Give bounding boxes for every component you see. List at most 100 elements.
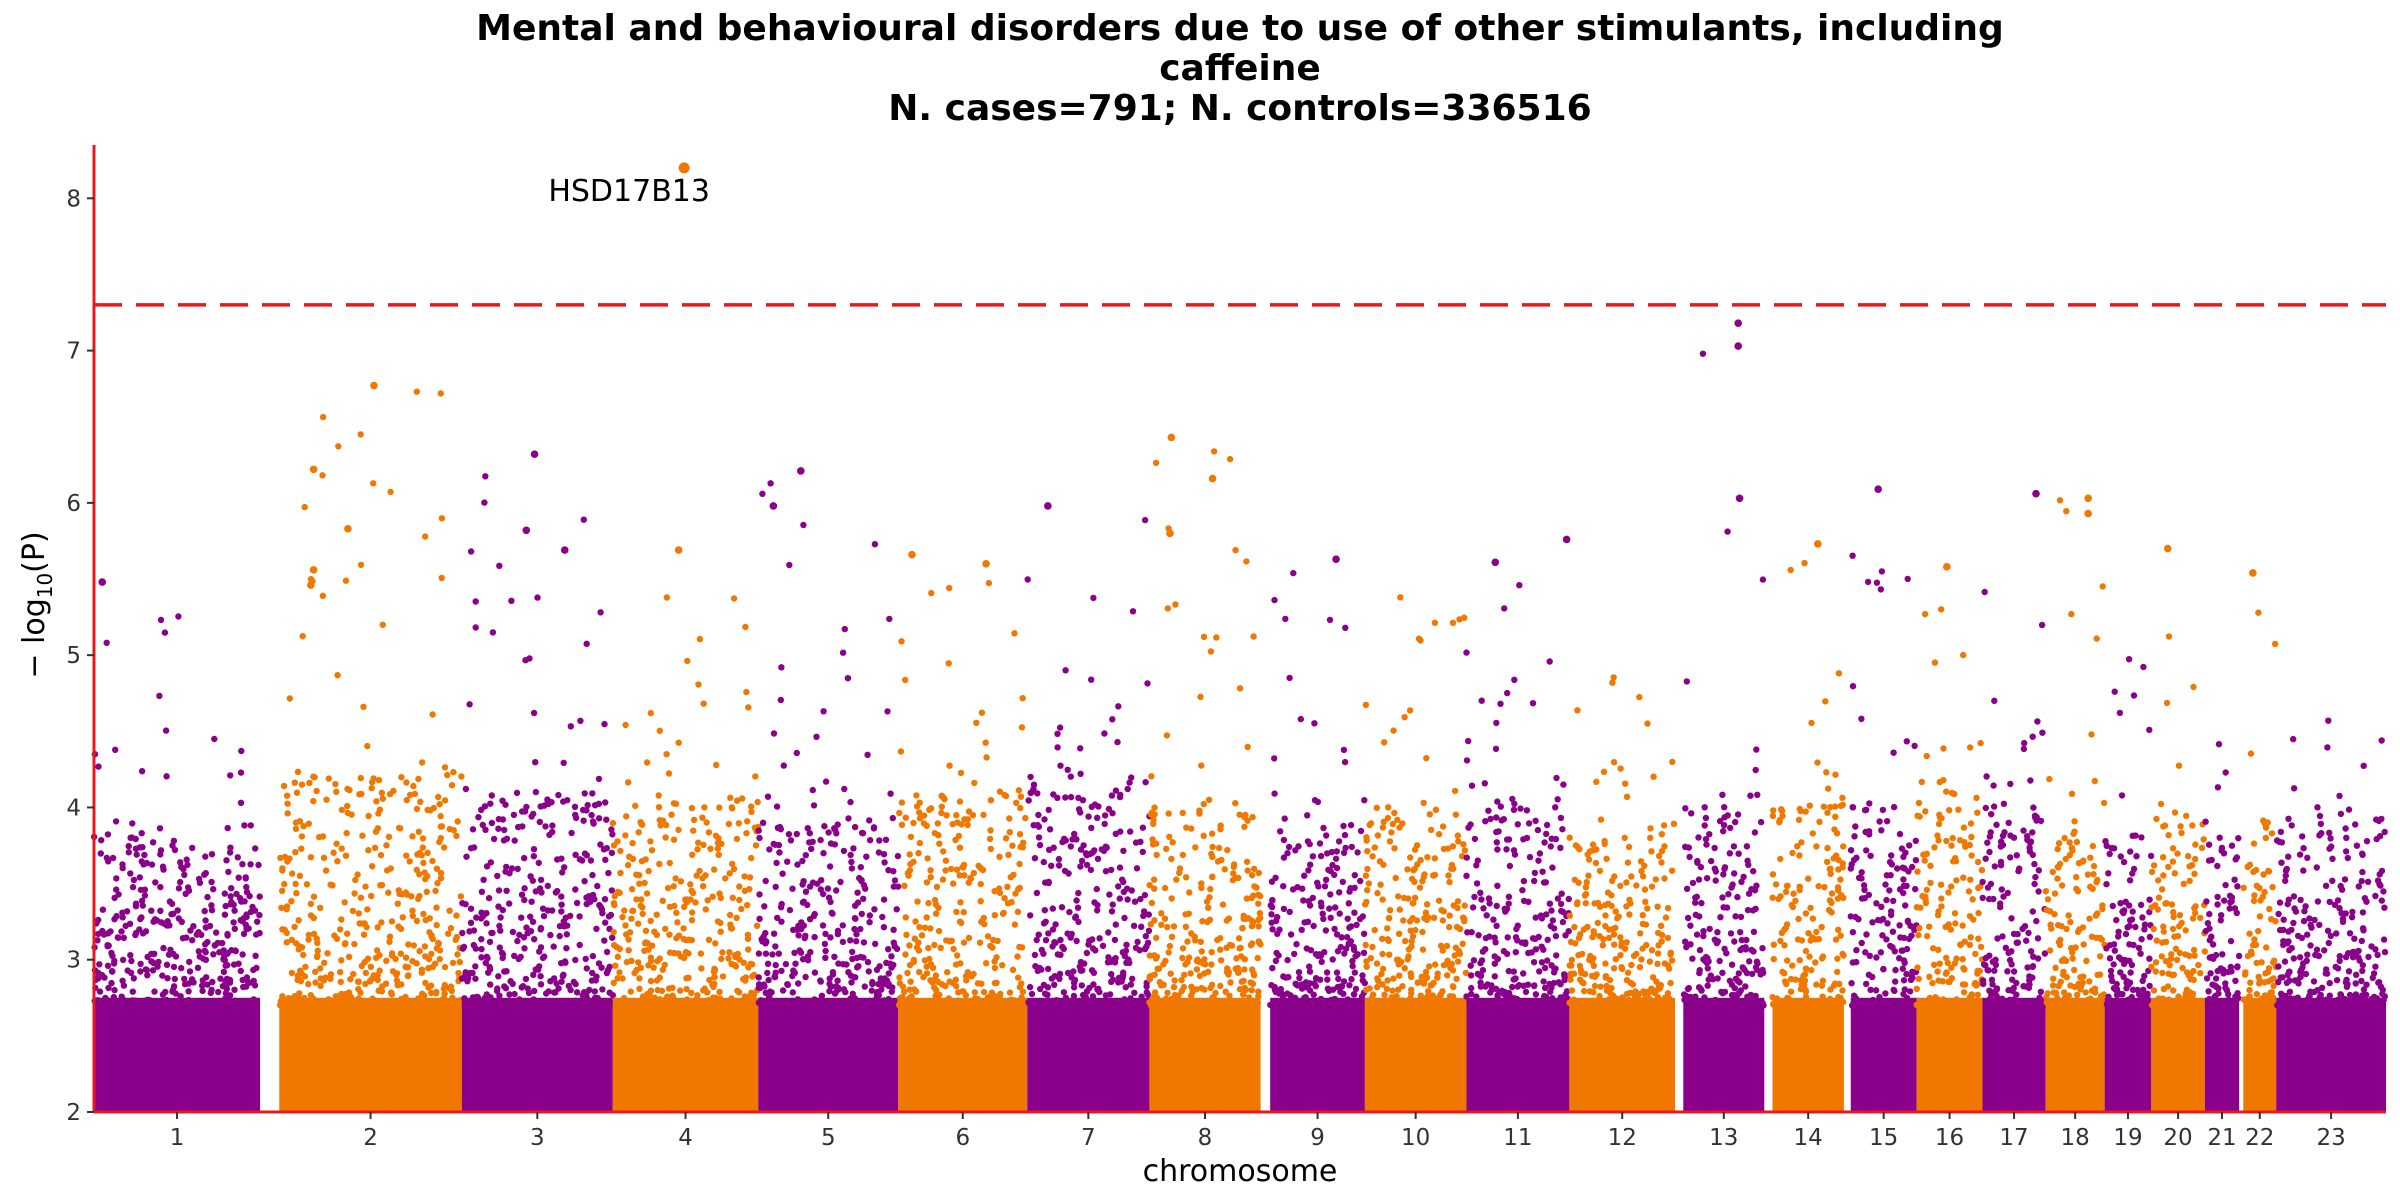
snp-point — [1285, 843, 1293, 851]
snp-point — [1243, 858, 1251, 865]
snp-point — [993, 979, 1000, 986]
snp-point — [881, 859, 888, 866]
snp-point — [2192, 841, 2199, 848]
snp-point — [550, 1002, 557, 1009]
snp-point — [1788, 901, 1796, 909]
snp-point — [1993, 992, 2000, 1000]
snp-point — [1830, 855, 1837, 862]
snp-point — [109, 968, 116, 975]
snp-point — [1109, 901, 1116, 908]
snp-point — [883, 959, 890, 966]
snp-point — [1742, 983, 1749, 990]
snp-point — [1201, 970, 1208, 977]
snp-point — [1323, 969, 1331, 976]
snp-point — [865, 968, 872, 975]
snp-point — [2109, 1002, 2116, 1009]
snp-point — [901, 988, 908, 995]
snp-point — [1550, 925, 1558, 932]
snp-point — [700, 841, 707, 848]
snp-point — [1585, 872, 1592, 879]
snp-point — [321, 959, 328, 966]
snp-point — [110, 993, 118, 1001]
snp-point — [852, 974, 859, 981]
snp-point — [2108, 844, 2115, 852]
snp-point — [177, 993, 184, 1000]
snp-point — [1138, 993, 1145, 1000]
snp-point — [777, 904, 785, 911]
snp-point — [1702, 836, 1710, 843]
snp-point — [1138, 1001, 1145, 1008]
snp-point — [2178, 919, 2185, 927]
snp-point — [2034, 718, 2041, 725]
snp-point — [647, 838, 654, 845]
snp-point — [980, 811, 987, 819]
snp-point — [1226, 455, 1234, 463]
snp-point — [1553, 952, 1560, 959]
chromosome-20-points — [2148, 633, 2208, 1112]
snp-point — [672, 800, 680, 807]
snp-point — [2050, 989, 2058, 996]
snp-point — [921, 1001, 928, 1008]
snp-point — [1419, 998, 1427, 1005]
snp-point — [587, 857, 595, 864]
snp-point — [413, 388, 420, 395]
snp-point — [1377, 881, 1384, 888]
snp-point — [1295, 969, 1303, 976]
snp-point — [532, 788, 540, 796]
snp-point — [1974, 967, 1981, 975]
snp-point — [208, 878, 215, 886]
snp-point — [301, 503, 308, 511]
snp-point — [156, 825, 164, 832]
snp-point — [1923, 850, 1931, 857]
snp-point — [1051, 973, 1059, 980]
snp-point — [1973, 794, 1980, 802]
snp-point — [858, 910, 865, 918]
snp-point — [1769, 994, 1776, 1001]
snp-point — [2146, 726, 2153, 734]
snp-point — [2069, 949, 2076, 956]
snp-point — [1198, 984, 1205, 992]
snp-point — [1241, 814, 1248, 821]
snp-point — [387, 488, 394, 496]
snp-point — [150, 959, 157, 967]
snp-point — [2066, 1001, 2073, 1009]
snp-point — [1192, 844, 1199, 851]
snp-point — [1205, 904, 1212, 911]
snp-point — [1702, 953, 1710, 961]
snp-point — [991, 912, 998, 919]
snp-point — [125, 843, 132, 850]
snp-point — [1000, 909, 1007, 916]
snp-point — [1683, 943, 1690, 951]
snp-point — [292, 880, 299, 888]
snp-point — [987, 845, 995, 853]
snp-point — [208, 986, 215, 994]
snp-point — [633, 871, 640, 878]
snp-point — [843, 961, 850, 968]
snp-point — [725, 820, 733, 828]
snp-point — [799, 956, 807, 963]
snp-point — [159, 991, 167, 998]
snp-point — [1500, 816, 1508, 823]
snp-point — [178, 964, 185, 972]
snp-point — [1726, 850, 1734, 857]
snp-point — [1667, 949, 1675, 956]
snp-point — [1083, 949, 1091, 957]
snp-point — [1656, 852, 1663, 860]
snp-point — [1596, 867, 1604, 875]
snp-point — [573, 899, 581, 907]
snp-point — [1232, 800, 1239, 807]
snp-point — [196, 879, 204, 886]
snp-point — [980, 914, 987, 922]
snp-point — [765, 976, 772, 984]
snp-point — [1446, 923, 1453, 931]
snp-point — [2068, 790, 2076, 797]
snp-point — [1997, 900, 2004, 907]
snp-point — [1105, 929, 1112, 936]
snp-point — [1244, 867, 1251, 874]
snp-point — [131, 997, 139, 1004]
snp-point — [740, 976, 747, 983]
snp-point — [808, 845, 815, 852]
snp-point — [1921, 857, 1928, 864]
snp-point — [932, 901, 940, 908]
snp-point — [1543, 821, 1551, 829]
